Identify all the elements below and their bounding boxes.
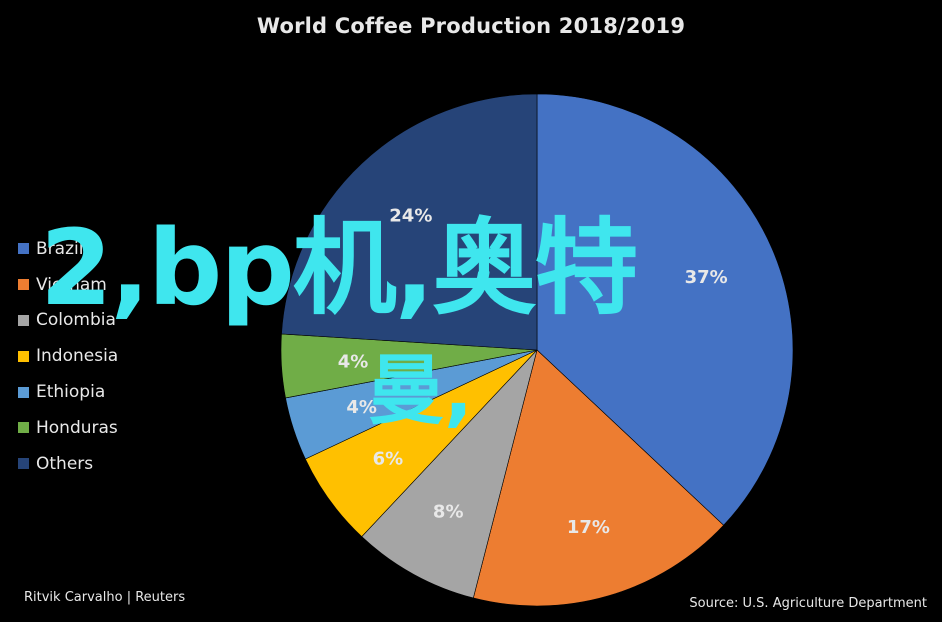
pie-slice-colombia	[361, 349, 538, 599]
legend-label: Vietnam	[36, 274, 107, 295]
data-label-indonesia: 6%	[373, 448, 404, 469]
pie-slice-vietnam	[472, 349, 725, 607]
legend-item-others: Others	[18, 446, 118, 482]
legend-swatch	[18, 243, 29, 255]
legend-label: Colombia	[36, 310, 116, 331]
legend-label: Ethiopia	[36, 382, 106, 403]
legend-swatch	[18, 350, 29, 362]
legend-swatch	[18, 314, 29, 326]
legend-swatch	[18, 386, 29, 398]
legend-item-indonesia: Indonesia	[18, 338, 118, 374]
legend-item-brazil: Brazil	[18, 231, 118, 267]
legend-item-honduras: Honduras	[18, 410, 118, 446]
data-label-brazil: 37%	[685, 267, 728, 288]
legend-item-ethiopia: Ethiopia	[18, 374, 118, 410]
photo-credit: Ritvik Carvalho | Reuters	[24, 590, 186, 605]
legend: Brazil Vietnam Colombia Indonesia Ethiopia Ho…	[18, 231, 118, 482]
legend-label: Brazil	[36, 238, 84, 259]
legend-label: Others	[36, 453, 94, 474]
data-label-ethiopia: 4%	[346, 397, 377, 418]
legend-swatch	[18, 279, 29, 291]
legend-item-vietnam: Vietnam	[18, 267, 118, 303]
data-label-vietnam: 17%	[567, 517, 610, 538]
data-label-honduras: 4%	[338, 352, 369, 373]
legend-label: Honduras	[36, 417, 118, 438]
chart-title: World Coffee Production 2018/2019	[256, 14, 686, 38]
data-label-colombia: 8%	[433, 502, 464, 523]
source-note: Source: U.S. Agriculture Department	[689, 596, 927, 611]
pie-slice-brazil	[536, 93, 794, 526]
legend-swatch	[18, 422, 29, 434]
legend-item-colombia: Colombia	[18, 303, 118, 339]
pie-slice-others	[281, 93, 538, 351]
legend-label: Indonesia	[36, 346, 119, 367]
legend-swatch	[18, 458, 29, 470]
data-label-others: 24%	[389, 206, 432, 227]
